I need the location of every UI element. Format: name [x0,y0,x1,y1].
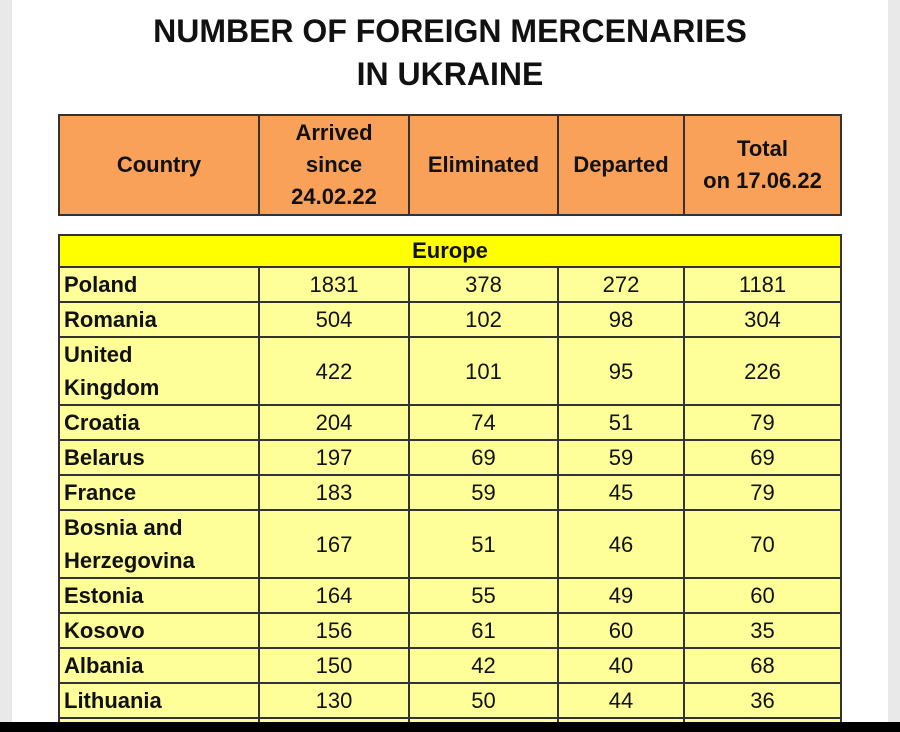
cell: 68 [682,717,843,722]
cell: 156 [258,612,410,649]
row: Albania 150 42 40 68 [58,647,843,684]
row: Romania 504 102 98 304 [58,301,843,338]
row: Belarus 197 69 59 69 [58,439,843,476]
cell: 40 [557,647,685,684]
cell: 35 [682,612,843,649]
edge [888,0,900,732]
cell: 68 [682,647,843,684]
cell: 50 [408,682,559,719]
cell: 36 [682,682,843,719]
cell: 42 [408,647,559,684]
row: France 183 59 45 79 [58,474,843,511]
cell: 204 [258,404,410,441]
cell: 101 [408,336,559,406]
cell: 504 [258,301,410,338]
column-header: Total on 17.06.22 [683,114,842,216]
country: Belarus [58,439,260,476]
country: Poland [58,266,260,303]
country: Albania [58,647,260,684]
cell: 197 [258,439,410,476]
cell: 150 [258,647,410,684]
row: Portugal103191668 [58,717,843,722]
column-header: Arrived since 24.02.22 [258,114,410,216]
cell: 44 [557,682,685,719]
country: Estonia [58,577,260,614]
country: Lithuania [58,682,260,719]
data-table: Europe Poland 1831 378 272 1181 Romania 504 102 9… [58,234,843,722]
cell: 60 [682,577,843,614]
cell: 45 [557,474,685,511]
section-row: Europe [58,234,843,268]
cell: 19 [408,717,559,722]
cell: 69 [408,439,559,476]
country: Kosovo [58,612,260,649]
cell: 103 [258,717,410,722]
cell: 183 [258,474,410,511]
cell: 95 [557,336,685,406]
row: Kosovo 156 61 60 35 [58,612,843,649]
column-header: Departed [557,114,685,216]
cell: 46 [557,509,685,579]
cell: 51 [408,509,559,579]
cell: 55 [408,577,559,614]
title: NUMBER OF FOREIGN MERCENARIES IN UKRAINE [153,13,747,92]
country: Bosnia and Herzegovina [58,509,260,579]
section-label: Europe [58,234,843,268]
row: Croatia 204 74 51 79 [58,404,843,441]
cell: 422 [258,336,410,406]
country: Romania [58,301,260,338]
cell: 130 [258,682,410,719]
row: Poland 1831 378 272 1181 [58,266,843,303]
header-row: Country Arrived since 24.02.22 Eliminated D… [58,114,842,216]
row: Estonia 164 55 49 60 [58,577,843,614]
cell: 74 [408,404,559,441]
cell: 226 [682,336,843,406]
country: Croatia [58,404,260,441]
country: Portugal [58,717,260,722]
cell: 70 [682,509,843,579]
country: France [58,474,260,511]
cell: 69 [682,439,843,476]
cell: 79 [682,474,843,511]
cell: 378 [408,266,559,303]
country: United Kingdom [58,336,260,406]
cell: 102 [408,301,559,338]
cell: 51 [557,404,685,441]
cell: 79 [682,404,843,441]
cell: 49 [557,577,685,614]
cell: 16 [557,717,685,722]
bottom-bar [0,722,900,732]
cell: 98 [557,301,685,338]
cell: 272 [557,266,685,303]
row: Bosnia and Herzegovina 167 51 46 70 [58,509,843,579]
cell: 59 [557,439,685,476]
row: United Kingdom 422 101 95 226 [58,336,843,406]
cell: 60 [557,612,685,649]
row: Lithuania 130 50 44 36 [58,682,843,719]
column-header: Country [58,114,260,216]
cell: 167 [258,509,410,579]
table-body: Europe Poland 1831 378 272 1181 Romania 504 102 9… [58,234,844,722]
header-table: Country Arrived since 24.02.22 Eliminated D… [58,114,842,216]
column-header: Eliminated [408,114,559,216]
cell: 1831 [258,266,410,303]
cell: 59 [408,474,559,511]
cell: 1181 [682,266,843,303]
cell: 304 [682,301,843,338]
cell: 164 [258,577,410,614]
cell: 61 [408,612,559,649]
edge [0,0,12,732]
